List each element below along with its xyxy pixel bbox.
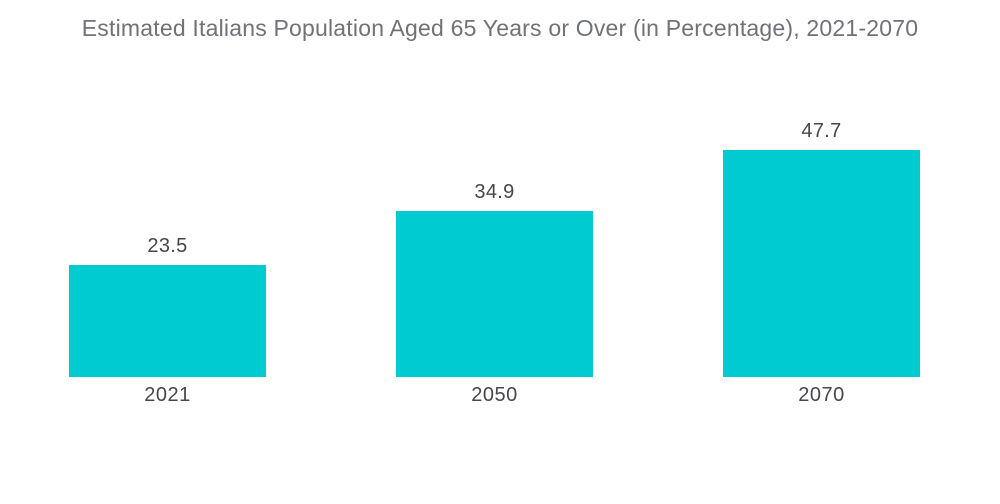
bar-value-label-2021: 23.5 bbox=[147, 235, 188, 257]
bar-2050 bbox=[396, 211, 593, 377]
chart-title: Estimated Italians Population Aged 65 Ye… bbox=[81, 15, 919, 41]
bar-value-label-2050: 34.9 bbox=[474, 181, 515, 203]
plot-area: 23.5 2021 34.9 2050 47.7 2070 bbox=[69, 0, 920, 406]
bar-group-2070: 47.7 2070 bbox=[723, 120, 920, 406]
bar-2070 bbox=[723, 150, 920, 377]
bar-value-label-2070: 47.7 bbox=[801, 120, 842, 142]
x-tick-label-2070: 2070 bbox=[798, 384, 845, 406]
x-tick-label-2050: 2050 bbox=[471, 384, 518, 406]
x-tick-label-2021: 2021 bbox=[144, 384, 191, 406]
bar-group-2050: 34.9 2050 bbox=[396, 181, 593, 406]
bar-group-2021: 23.5 2021 bbox=[69, 235, 266, 406]
bar-2021 bbox=[69, 265, 266, 377]
